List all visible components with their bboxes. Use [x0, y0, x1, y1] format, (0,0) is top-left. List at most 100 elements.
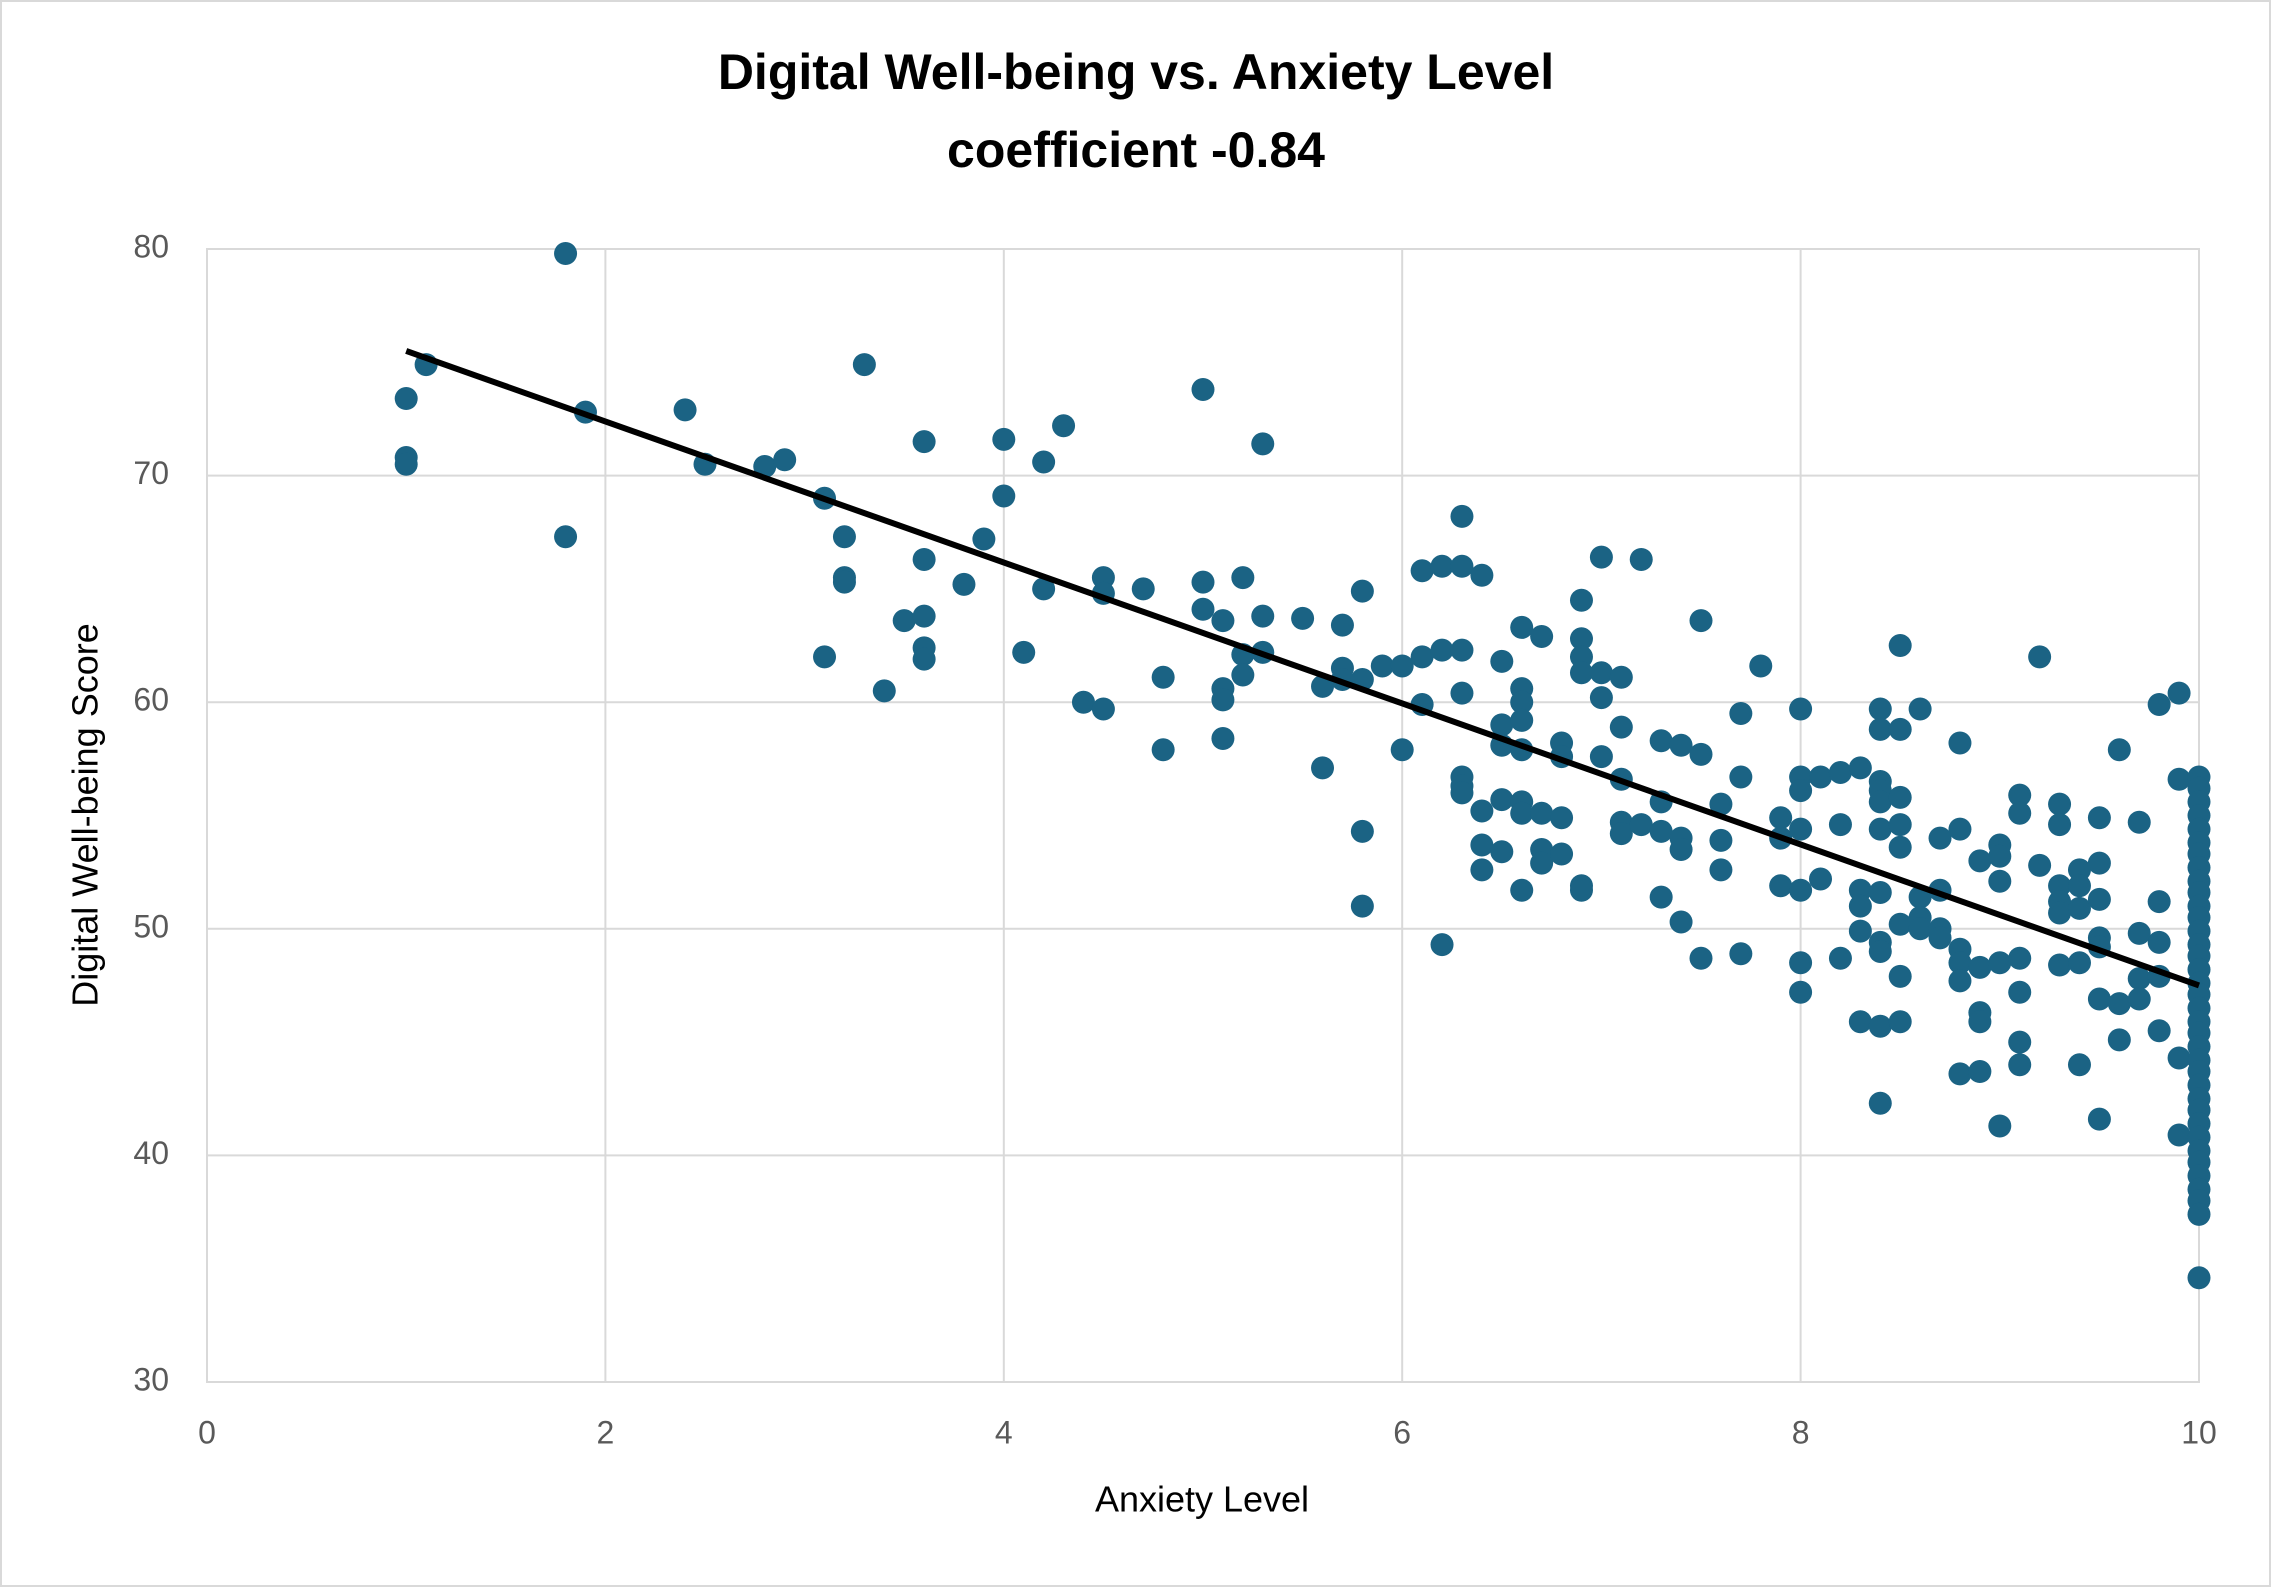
y-axis-title: Digital Well-being Score: [65, 623, 106, 1007]
point: [2048, 813, 2072, 837]
point: [1649, 729, 1673, 753]
point: [2008, 980, 2032, 1004]
point: [1868, 881, 1892, 905]
point: [394, 452, 418, 476]
point: [813, 645, 837, 669]
point: [1689, 946, 1713, 970]
point: [1569, 627, 1593, 651]
point: [1131, 577, 1155, 601]
point: [1370, 654, 1394, 678]
point: [992, 484, 1016, 508]
point: [1848, 878, 1872, 902]
point: [1510, 615, 1534, 639]
x-tick-label: 10: [2181, 1414, 2217, 1450]
y-tick-label: 30: [133, 1361, 169, 1397]
point: [1231, 663, 1255, 687]
point: [1510, 708, 1534, 732]
y-tick-label: 40: [133, 1135, 169, 1171]
point: [1450, 681, 1474, 705]
point: [1669, 910, 1693, 934]
point: [753, 455, 777, 479]
point: [2147, 1019, 2171, 1043]
point: [1888, 1010, 1912, 1034]
point: [1649, 819, 1673, 843]
point: [1330, 613, 1354, 637]
point: [1251, 432, 1275, 456]
point: [1470, 563, 1494, 587]
point: [1988, 869, 2012, 893]
point: [1749, 654, 1773, 678]
x-tick-label: 2: [597, 1414, 615, 1450]
point: [1868, 1014, 1892, 1038]
point: [1809, 867, 1833, 891]
point: [1410, 559, 1434, 583]
point: [1430, 933, 1454, 957]
point: [1968, 849, 1992, 873]
point: [1550, 842, 1574, 866]
point: [1809, 765, 1833, 789]
x-axis-title: Anxiety Level: [1095, 1479, 1309, 1520]
point: [952, 572, 976, 596]
point: [1629, 547, 1653, 571]
point: [2048, 792, 2072, 816]
point: [1012, 640, 1036, 664]
point: [1988, 1114, 2012, 1138]
point: [1231, 566, 1255, 590]
point: [832, 570, 856, 594]
point: [1251, 604, 1275, 628]
point: [1888, 964, 1912, 988]
point: [2107, 992, 2131, 1016]
point: [1689, 742, 1713, 766]
point: [2008, 783, 2032, 807]
point: [1510, 690, 1534, 714]
point: [1490, 788, 1514, 812]
point: [1988, 844, 2012, 868]
point: [1510, 878, 1534, 902]
point: [1311, 674, 1335, 698]
point: [1789, 980, 1813, 1004]
point: [1350, 579, 1374, 603]
point: [1888, 634, 1912, 658]
y-tick-label: 50: [133, 908, 169, 944]
point: [2167, 1046, 2191, 1070]
point: [2048, 901, 2072, 925]
point: [1828, 946, 1852, 970]
point: [1490, 713, 1514, 737]
point: [2067, 874, 2091, 898]
point: [1191, 377, 1215, 401]
point: [2127, 967, 2151, 991]
x-tick-label: 6: [1393, 1414, 1411, 1450]
point: [1091, 697, 1115, 721]
point: [1151, 738, 1175, 762]
point: [1789, 951, 1813, 975]
point: [1470, 858, 1494, 882]
point: [1589, 545, 1613, 569]
y-tick-label: 70: [133, 455, 169, 491]
point: [1868, 697, 1892, 721]
point: [2167, 681, 2191, 705]
point: [394, 387, 418, 411]
point: [1589, 686, 1613, 710]
point: [2127, 987, 2151, 1011]
point: [1032, 450, 1056, 474]
point: [1629, 813, 1653, 837]
point: [1569, 645, 1593, 669]
point: [554, 242, 578, 266]
point: [2167, 767, 2191, 791]
point: [2187, 1202, 2211, 1226]
point: [1151, 665, 1175, 689]
point: [1868, 817, 1892, 841]
point: [1888, 785, 1912, 809]
point: [673, 398, 697, 422]
point: [1948, 951, 1972, 975]
point: [1550, 806, 1574, 830]
point: [1569, 588, 1593, 612]
point: [1848, 756, 1872, 780]
point: [1530, 801, 1554, 825]
point: [1789, 817, 1813, 841]
point: [1868, 1091, 1892, 1115]
point: [1211, 726, 1235, 750]
point: [1729, 702, 1753, 726]
point: [1868, 790, 1892, 814]
